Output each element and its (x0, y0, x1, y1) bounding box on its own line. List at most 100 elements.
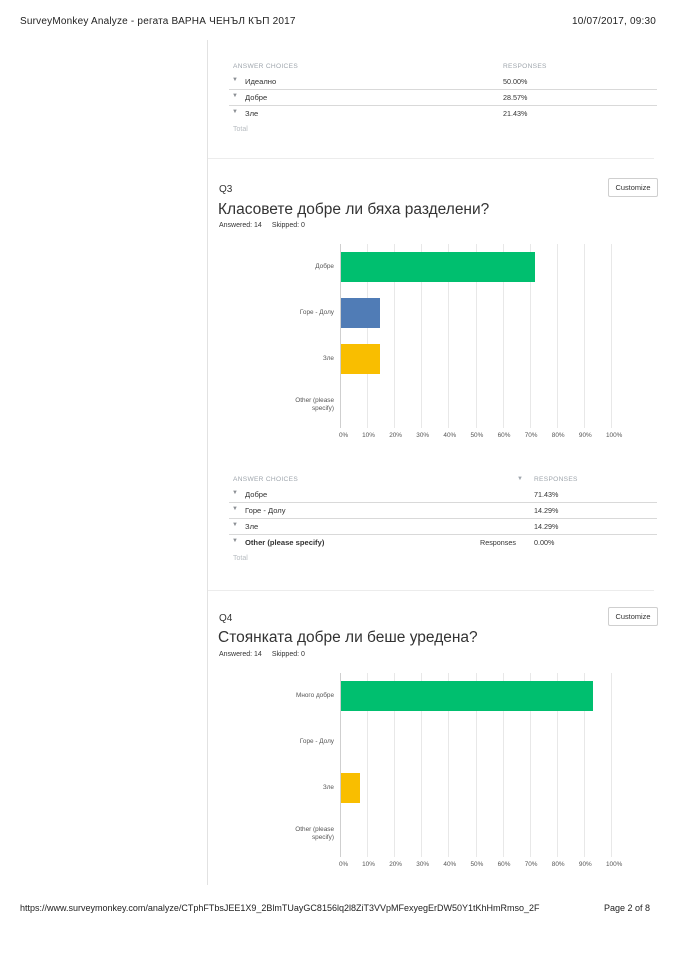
choice-label: Идеално (245, 77, 277, 86)
chevron-down-icon[interactable]: ▼ (232, 522, 238, 528)
document-title: SurveyMonkey Analyze - регата ВАРНА ЧЕНЪ… (20, 16, 296, 27)
category-label: Горе - Долу (299, 309, 334, 316)
gridline (448, 673, 450, 857)
row-divider (229, 534, 657, 535)
gridline (529, 673, 531, 857)
gridline (611, 673, 612, 857)
response-stats: Answered: 14 Skipped: 0 (219, 222, 315, 229)
chevron-down-icon[interactable]: ▼ (232, 490, 238, 496)
table-row[interactable]: ▼ Зле 21.43% (229, 106, 657, 122)
gridline (367, 673, 369, 857)
section-divider (208, 590, 654, 591)
answered-count: Answered: 14 (219, 651, 262, 658)
category-label: Много добре (296, 692, 334, 699)
choice-percent: 14.29% (534, 506, 559, 515)
response-stats: Answered: 14 Skipped: 0 (219, 651, 315, 658)
question-number: Q4 (219, 613, 233, 624)
total-label: Total (233, 126, 248, 133)
gridline (475, 673, 477, 857)
content-left-border (207, 40, 208, 885)
gridline (475, 244, 477, 428)
tick-label: 80% (551, 861, 565, 868)
total-label: Total (233, 555, 248, 562)
choice-label: Зле (245, 109, 259, 118)
print-timestamp: 10/07/2017, 09:30 (572, 16, 657, 27)
chevron-down-icon[interactable]: ▼ (232, 77, 238, 83)
category-label: Other (please specify) (295, 826, 334, 841)
gridline (394, 244, 396, 428)
tick-label: 70% (524, 861, 538, 868)
gridline (611, 244, 612, 428)
customize-button[interactable]: Customize (608, 607, 658, 626)
choice-label: Добре (245, 93, 268, 102)
category-label: Добре (315, 263, 334, 270)
table-row[interactable]: ▼ Горе - Долу 14.29% (229, 503, 657, 519)
tick-label: 90% (578, 861, 592, 868)
choice-percent: 21.43% (503, 109, 528, 118)
chevron-down-icon[interactable]: ▼ (232, 93, 238, 99)
table-row[interactable]: ▼ Other (please specify) Responses 0.00% (229, 535, 657, 551)
gridline (529, 244, 531, 428)
choice-percent: 71.43% (534, 490, 559, 499)
category-label: Зле (322, 784, 334, 791)
choice-percent: 14.29% (534, 522, 559, 531)
category-label: Other (please specify) (295, 397, 334, 412)
gridline (394, 673, 396, 857)
answered-count: Answered: 14 (219, 222, 262, 229)
tick-label: 20% (389, 432, 402, 439)
gridline (421, 673, 423, 857)
table-row[interactable]: ▼ Добре 71.43% (229, 487, 657, 503)
row-divider (229, 105, 657, 106)
tick-label: 10% (362, 861, 375, 868)
tick-label: 40% (443, 432, 457, 439)
gridline (502, 673, 504, 857)
choice-label: Other (please specify) (245, 538, 325, 547)
row-divider (229, 518, 657, 519)
tick-label: 30% (416, 432, 430, 439)
gridline (556, 244, 558, 428)
responses-header: RESPONSES (503, 63, 547, 70)
page-url: https://www.surveymonkey.com/analyze/CTp… (20, 903, 540, 913)
bar[interactable] (341, 298, 380, 328)
gridline (448, 244, 450, 428)
customize-button[interactable]: Customize (608, 178, 658, 197)
bar[interactable] (341, 681, 593, 711)
chart-axis (340, 673, 341, 857)
category-label: Зле (322, 355, 334, 362)
row-divider (229, 89, 657, 90)
gridline (583, 244, 585, 428)
choice-label: Зле (245, 522, 259, 531)
tick-label: 30% (416, 861, 430, 868)
tick-label: 10% (362, 432, 375, 439)
gridline (556, 673, 558, 857)
tick-label: 0% (339, 432, 349, 439)
table-row[interactable]: ▼ Зле 14.29% (229, 519, 657, 535)
table-row[interactable]: ▼ Добре 28.57% (229, 90, 657, 106)
bar[interactable] (341, 252, 535, 282)
table-row[interactable]: ▼ Идеално 50.00% (229, 74, 657, 90)
sort-chevron-icon[interactable]: ▼ (517, 476, 523, 482)
page-number: Page 2 of 8 (604, 903, 651, 913)
choice-label: Горе - Долу (245, 506, 286, 515)
skipped-count: Skipped: 0 (271, 222, 305, 229)
tick-label: 80% (551, 432, 565, 439)
tick-label: 0% (339, 861, 349, 868)
question-title: Стоянката добре ли беше уредена? (218, 629, 478, 646)
chevron-down-icon[interactable]: ▼ (232, 109, 238, 115)
answer-choices-header: ANSWER CHOICES (233, 476, 299, 483)
bar[interactable] (341, 344, 380, 374)
tick-label: 100% (606, 861, 623, 868)
bar[interactable] (341, 773, 361, 803)
tick-label: 50% (470, 861, 484, 868)
row-divider (229, 502, 657, 503)
question-number: Q3 (219, 184, 233, 195)
q3-results-table: ANSWER CHOICES ▼ RESPONSES ▼ Добре 71.43… (229, 471, 657, 571)
gridline (583, 673, 585, 857)
tick-label: 100% (606, 432, 623, 439)
chevron-down-icon[interactable]: ▼ (232, 538, 238, 544)
choice-label: Добре (245, 490, 268, 499)
choice-percent: 50.00% (503, 77, 528, 86)
responses-link[interactable]: Responses (480, 538, 516, 547)
answer-choices-header: ANSWER CHOICES (233, 63, 299, 70)
chevron-down-icon[interactable]: ▼ (232, 506, 238, 512)
